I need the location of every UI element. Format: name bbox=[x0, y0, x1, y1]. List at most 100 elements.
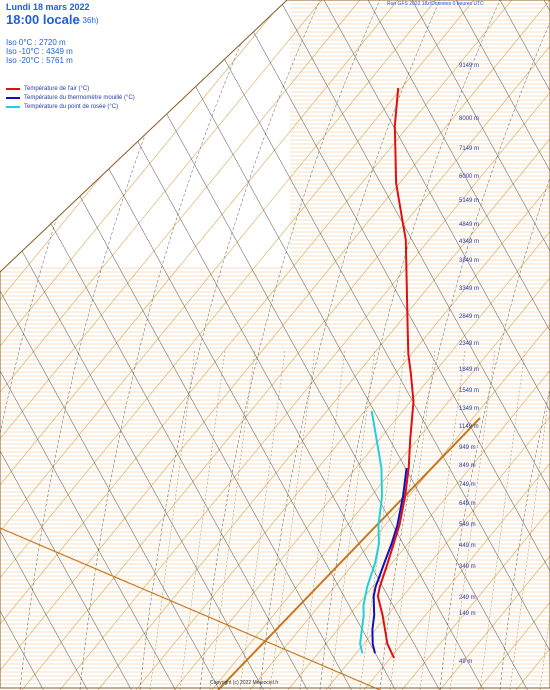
reference-line bbox=[0, 527, 381, 690]
isotherm-line bbox=[0, 0, 437, 690]
altitude-label: 149 m bbox=[459, 611, 476, 617]
altitude-label: 49 m bbox=[459, 659, 472, 665]
mixing-ratio-line bbox=[449, 349, 496, 690]
forecast-date: Lundi 18 mars 2022 bbox=[6, 2, 90, 12]
altitude-label: 2849 m bbox=[459, 314, 479, 320]
moist-adiabat bbox=[259, 0, 441, 690]
isotherm-line bbox=[363, 0, 550, 690]
isotherm-line bbox=[173, 0, 550, 690]
altitude-label: 4849 m bbox=[459, 222, 479, 228]
legend-swatch-air bbox=[6, 87, 20, 90]
isotherm-line bbox=[0, 0, 285, 690]
altitude-label: 4349 m bbox=[459, 239, 479, 245]
isotherm-line bbox=[0, 0, 513, 690]
isotherm-line bbox=[249, 0, 550, 690]
series-wet_bulb bbox=[371, 467, 408, 654]
altitude-label: 949 m bbox=[459, 445, 476, 451]
altitude-label: 2349 m bbox=[459, 341, 479, 347]
isotherm-line bbox=[0, 0, 361, 690]
altitude-label: 1149 m bbox=[459, 424, 479, 430]
iso-minus20-level: Iso -20°C : 5761 m bbox=[6, 56, 73, 65]
mixing-ratio-line bbox=[329, 349, 376, 690]
isotherm-line bbox=[97, 0, 550, 690]
altitude-label: 449 m bbox=[459, 543, 476, 549]
dry-adiabat bbox=[0, 0, 308, 690]
mixing-ratio-line bbox=[389, 349, 436, 690]
moist-adiabat bbox=[19, 0, 201, 690]
mixing-ratio-line bbox=[269, 349, 316, 690]
legend-swatch-dew-point bbox=[6, 105, 20, 108]
forecast-lead: (+ 36h) bbox=[73, 16, 99, 25]
dry-adiabat bbox=[411, 0, 550, 690]
altitude-label: 849 m bbox=[459, 463, 476, 469]
dry-adiabat bbox=[323, 0, 550, 690]
altitude-label: 1549 m bbox=[459, 388, 479, 394]
legend-label-air: Température de l'air (°C) bbox=[24, 85, 90, 92]
iso-0-level: Iso 0°C : 2720 m bbox=[6, 38, 66, 47]
isotherm-line bbox=[59, 0, 550, 690]
copyright: Copyright (c) 2022 Meteociel.fr bbox=[210, 680, 279, 686]
altitude-label: 349 m bbox=[459, 564, 476, 570]
mixing-ratio-line bbox=[209, 349, 256, 690]
altitude-label: 749 m bbox=[459, 482, 476, 488]
moist-adiabat bbox=[79, 0, 261, 690]
isotherm-line bbox=[401, 0, 550, 690]
series-air bbox=[376, 87, 415, 659]
dry-adiabat bbox=[0, 0, 176, 690]
dry-adiabat bbox=[455, 0, 550, 690]
forecast-time: 18:00 locale bbox=[6, 12, 80, 27]
mixing-ratio-line bbox=[299, 349, 346, 690]
isotherm-line bbox=[211, 0, 550, 690]
altitude-label: 8000 m bbox=[459, 116, 479, 122]
dry-adiabat bbox=[103, 0, 484, 690]
altitude-label: 549 m bbox=[459, 522, 476, 528]
isotherm-line bbox=[0, 0, 399, 690]
moist-adiabat bbox=[139, 0, 321, 690]
mixing-ratio-line bbox=[479, 349, 526, 690]
mixing-ratio-line bbox=[539, 349, 550, 690]
temperature-profiles bbox=[359, 87, 415, 659]
isotherm-line bbox=[21, 0, 550, 690]
altitude-label: 649 m bbox=[459, 501, 476, 507]
mixing-ratio-line bbox=[149, 349, 196, 690]
dry-adiabat bbox=[0, 0, 264, 690]
mixing-ratio-line bbox=[509, 349, 550, 690]
dry-adiabat bbox=[279, 0, 550, 690]
isotherm-line bbox=[0, 0, 475, 690]
dry-adiabat bbox=[235, 0, 550, 690]
altitude-label: 1349 m bbox=[459, 406, 479, 412]
isotherm-line bbox=[325, 0, 550, 690]
altitude-label: 249 m bbox=[459, 595, 476, 601]
mixing-ratio-line bbox=[359, 349, 406, 690]
isotherm-line bbox=[439, 0, 550, 690]
moist-adiabat bbox=[379, 0, 550, 690]
moist-adiabat bbox=[199, 0, 381, 690]
altitude-label: 3849 m bbox=[459, 258, 479, 264]
moist-adiabat bbox=[499, 0, 550, 690]
mixing-ratio-line bbox=[419, 349, 466, 690]
legend-item-air: Température de l'air (°C) bbox=[6, 84, 171, 93]
series-dew_point bbox=[359, 410, 383, 654]
dry-adiabat bbox=[147, 0, 528, 690]
dry-adiabat bbox=[367, 0, 550, 690]
legend-item-dew-point: Température du point de rosée (°C) bbox=[6, 102, 171, 111]
legend-item-wet-bulb: Température du thermomètre mouillé (°C) bbox=[6, 93, 171, 102]
isotherm-line bbox=[287, 0, 550, 690]
moist-adiabat bbox=[439, 0, 550, 690]
dry-adiabat bbox=[0, 0, 132, 690]
legend-label-dew-point: Température du point de rosée (°C) bbox=[24, 103, 119, 110]
dry-adiabat bbox=[191, 0, 550, 690]
altitude-label: 5149 m bbox=[459, 198, 479, 204]
legend-label-wet-bulb: Température du thermomètre mouillé (°C) bbox=[24, 94, 135, 101]
dry-adiabat bbox=[0, 0, 88, 690]
moist-adiabat bbox=[319, 0, 501, 690]
legend: Température de l'air (°C) Température du… bbox=[6, 84, 171, 111]
altitude-label: 7149 m bbox=[459, 146, 479, 152]
isotherm-line bbox=[0, 0, 323, 690]
mixing-ratio-line bbox=[179, 349, 226, 690]
dry-adiabat bbox=[543, 0, 550, 690]
